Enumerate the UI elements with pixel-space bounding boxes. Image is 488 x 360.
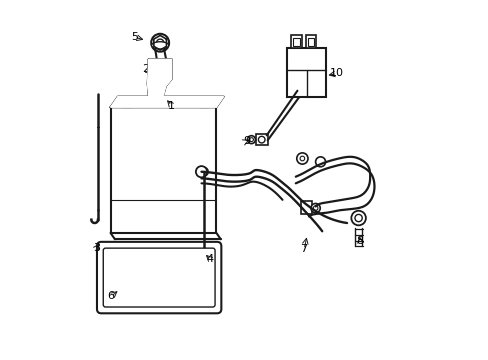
Circle shape	[313, 206, 317, 211]
Ellipse shape	[156, 99, 165, 105]
Circle shape	[354, 215, 362, 222]
Circle shape	[196, 166, 207, 177]
Circle shape	[300, 156, 304, 161]
Bar	[293, 38, 300, 46]
Ellipse shape	[151, 42, 168, 49]
Ellipse shape	[122, 99, 131, 105]
Bar	[300, 202, 312, 214]
Ellipse shape	[181, 99, 189, 105]
Bar	[256, 134, 267, 145]
Bar	[307, 38, 314, 46]
Circle shape	[249, 138, 253, 141]
Circle shape	[258, 136, 264, 143]
Circle shape	[315, 157, 325, 167]
Circle shape	[310, 203, 320, 213]
Circle shape	[199, 167, 208, 176]
Text: 3: 3	[93, 243, 100, 253]
Circle shape	[151, 34, 169, 52]
FancyBboxPatch shape	[97, 242, 221, 313]
Ellipse shape	[132, 99, 141, 105]
Text: 5: 5	[131, 32, 138, 42]
Circle shape	[350, 211, 365, 225]
Polygon shape	[147, 59, 171, 105]
Text: 2: 2	[142, 64, 148, 74]
Polygon shape	[110, 96, 223, 107]
Text: 9: 9	[243, 136, 250, 146]
Bar	[305, 35, 316, 48]
Text: 8: 8	[356, 236, 363, 246]
Circle shape	[154, 95, 160, 101]
Ellipse shape	[144, 99, 153, 105]
Ellipse shape	[168, 99, 177, 105]
Text: 10: 10	[329, 68, 344, 78]
Bar	[291, 35, 302, 48]
Ellipse shape	[199, 99, 208, 105]
Ellipse shape	[120, 99, 128, 105]
Text: 7: 7	[300, 244, 307, 255]
Circle shape	[156, 39, 163, 46]
Text: 6: 6	[107, 292, 115, 301]
Circle shape	[247, 136, 255, 144]
Circle shape	[157, 100, 163, 106]
Circle shape	[296, 153, 307, 164]
Bar	[122, 102, 131, 107]
Bar	[110, 107, 216, 233]
FancyBboxPatch shape	[103, 248, 215, 307]
Text: 1: 1	[168, 100, 175, 111]
Text: 4: 4	[206, 255, 214, 264]
Bar	[199, 102, 208, 107]
Bar	[287, 48, 325, 97]
